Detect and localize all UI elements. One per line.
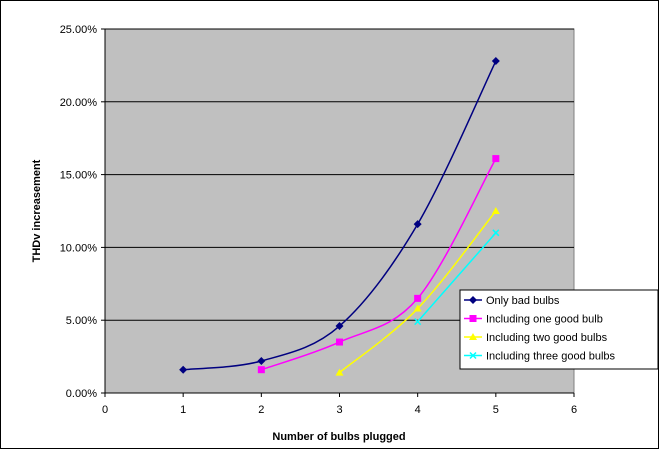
y-tick-label: 0.00%	[66, 388, 97, 400]
series-line	[261, 158, 497, 371]
y-tick-label: 20.00%	[60, 97, 98, 109]
data-point-stroke	[492, 229, 500, 237]
data-point	[179, 365, 188, 374]
x-tick-label: 1	[180, 404, 186, 416]
data-point	[257, 356, 266, 365]
x-tick-label: 2	[258, 404, 264, 416]
legend-swatch-marker-stroke	[469, 351, 477, 360]
axes: 0.00% 5.00% 10.00% 15.00% 20.00% 25.00% 0 1 2 3 4 5…	[60, 24, 577, 416]
x-tick-label: 3	[336, 404, 342, 416]
gridlines	[105, 28, 574, 321]
y-tick-label: 10.00%	[60, 242, 98, 254]
data-point	[414, 294, 422, 302]
legend-entry: Including three good bulbs	[464, 351, 616, 363]
legend-swatch-marker	[469, 296, 477, 304]
series-line	[183, 60, 497, 371]
legend-swatch-marker	[469, 315, 477, 322]
series-1	[179, 57, 500, 374]
series-line	[417, 232, 497, 323]
data-point	[492, 155, 500, 163]
series-3	[335, 207, 500, 376]
y-axis-title: THDv increasement	[31, 159, 43, 262]
series-layer	[179, 57, 500, 376]
legend-entry: Only bad bulbs	[464, 295, 560, 307]
legend: Only bad bulbs Including one good bulb Inc…	[459, 289, 659, 370]
legend-label: Including three good bulbs	[486, 351, 616, 363]
data-point	[413, 304, 422, 312]
legend-entry: Including two good bulbs	[464, 332, 608, 344]
legend-swatch-marker	[469, 351, 477, 360]
data-point	[335, 322, 344, 331]
y-tick-label: 25.00%	[60, 24, 98, 36]
data-point	[257, 366, 265, 374]
data-point	[492, 229, 500, 237]
x-tick-label: 6	[571, 404, 577, 416]
legend-swatch-marker	[469, 333, 477, 340]
x-tick-label: 5	[493, 404, 499, 416]
data-point-stroke	[414, 318, 422, 326]
x-tick-label: 4	[415, 404, 421, 416]
legend-box	[459, 289, 659, 370]
y-tick-label: 5.00%	[66, 315, 97, 327]
x-tick-label: 0	[102, 404, 108, 416]
data-point	[414, 318, 422, 326]
legend-label: Including one good bulb	[486, 314, 603, 326]
legend-entry: Including one good bulb	[464, 314, 603, 326]
data-point	[491, 57, 500, 66]
data-point	[413, 220, 422, 229]
x-axis-title: Number of bulbs plugged	[272, 431, 405, 443]
series-4	[414, 229, 500, 326]
y-tick-label: 15.00%	[60, 170, 98, 182]
series-2	[257, 155, 500, 374]
data-point	[335, 368, 344, 376]
data-point	[491, 207, 500, 214]
legend-label: Including two good bulbs	[486, 332, 608, 344]
data-point	[336, 338, 343, 346]
legend-label: Only bad bulbs	[486, 295, 560, 307]
